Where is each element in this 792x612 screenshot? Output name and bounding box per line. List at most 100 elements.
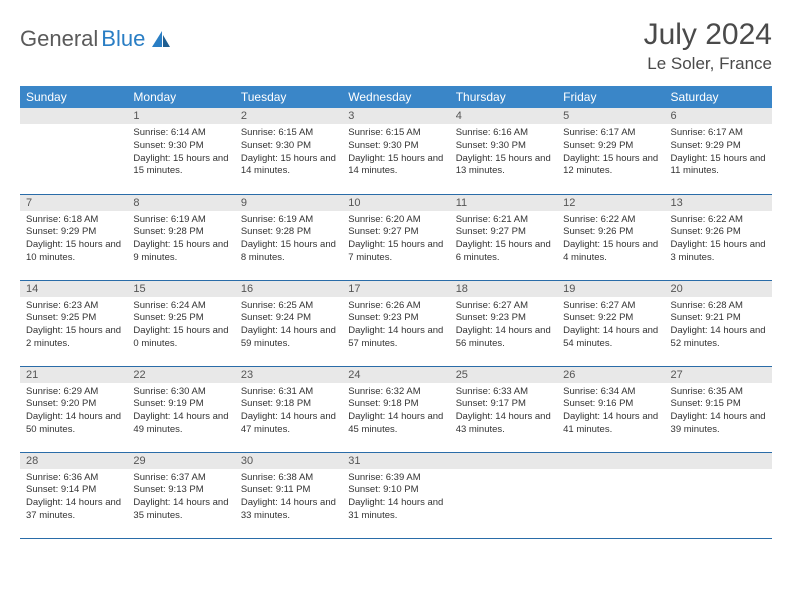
day-number: 27 xyxy=(665,367,772,383)
day-details: Sunrise: 6:24 AMSunset: 9:25 PMDaylight:… xyxy=(127,297,234,355)
day-details: Sunrise: 6:38 AMSunset: 9:11 PMDaylight:… xyxy=(235,469,342,527)
day-details: Sunrise: 6:34 AMSunset: 9:16 PMDaylight:… xyxy=(557,383,664,441)
day-number: 3 xyxy=(342,108,449,124)
day-details: Sunrise: 6:15 AMSunset: 9:30 PMDaylight:… xyxy=(342,124,449,182)
calendar-day-cell: 14Sunrise: 6:23 AMSunset: 9:25 PMDayligh… xyxy=(20,280,127,366)
calendar-day-cell: 25Sunrise: 6:33 AMSunset: 9:17 PMDayligh… xyxy=(450,366,557,452)
calendar-header-row: SundayMondayTuesdayWednesdayThursdayFrid… xyxy=(20,86,772,108)
day-number xyxy=(20,108,127,124)
logo: GeneralBlue xyxy=(20,18,172,52)
day-number: 9 xyxy=(235,195,342,211)
day-number: 21 xyxy=(20,367,127,383)
day-details: Sunrise: 6:36 AMSunset: 9:14 PMDaylight:… xyxy=(20,469,127,527)
day-details: Sunrise: 6:22 AMSunset: 9:26 PMDaylight:… xyxy=(557,211,664,269)
weekday-header: Thursday xyxy=(450,86,557,108)
logo-text-blue: Blue xyxy=(101,26,145,52)
day-details: Sunrise: 6:16 AMSunset: 9:30 PMDaylight:… xyxy=(450,124,557,182)
calendar-week-row: 1Sunrise: 6:14 AMSunset: 9:30 PMDaylight… xyxy=(20,108,772,194)
weekday-header: Saturday xyxy=(665,86,772,108)
location-text: Le Soler, France xyxy=(644,54,772,74)
day-details: Sunrise: 6:33 AMSunset: 9:17 PMDaylight:… xyxy=(450,383,557,441)
calendar-week-row: 7Sunrise: 6:18 AMSunset: 9:29 PMDaylight… xyxy=(20,194,772,280)
page-title: July 2024 xyxy=(644,18,772,52)
calendar-day-cell: 15Sunrise: 6:24 AMSunset: 9:25 PMDayligh… xyxy=(127,280,234,366)
calendar-day-cell: 20Sunrise: 6:28 AMSunset: 9:21 PMDayligh… xyxy=(665,280,772,366)
day-number: 17 xyxy=(342,281,449,297)
day-details: Sunrise: 6:26 AMSunset: 9:23 PMDaylight:… xyxy=(342,297,449,355)
day-number: 2 xyxy=(235,108,342,124)
logo-text-general: General xyxy=(20,26,98,52)
calendar-day-cell: 22Sunrise: 6:30 AMSunset: 9:19 PMDayligh… xyxy=(127,366,234,452)
calendar-day-cell: 21Sunrise: 6:29 AMSunset: 9:20 PMDayligh… xyxy=(20,366,127,452)
weekday-header: Monday xyxy=(127,86,234,108)
day-details: Sunrise: 6:23 AMSunset: 9:25 PMDaylight:… xyxy=(20,297,127,355)
calendar-day-cell: 7Sunrise: 6:18 AMSunset: 9:29 PMDaylight… xyxy=(20,194,127,280)
calendar-day-cell: 31Sunrise: 6:39 AMSunset: 9:10 PMDayligh… xyxy=(342,452,449,538)
header: GeneralBlue July 2024 Le Soler, France xyxy=(20,18,772,74)
day-number: 22 xyxy=(127,367,234,383)
calendar-day-cell: 30Sunrise: 6:38 AMSunset: 9:11 PMDayligh… xyxy=(235,452,342,538)
day-details: Sunrise: 6:39 AMSunset: 9:10 PMDaylight:… xyxy=(342,469,449,527)
day-details: Sunrise: 6:17 AMSunset: 9:29 PMDaylight:… xyxy=(665,124,772,182)
calendar-day-cell: 9Sunrise: 6:19 AMSunset: 9:28 PMDaylight… xyxy=(235,194,342,280)
day-number: 15 xyxy=(127,281,234,297)
calendar-day-cell: 24Sunrise: 6:32 AMSunset: 9:18 PMDayligh… xyxy=(342,366,449,452)
day-number xyxy=(665,453,772,469)
weekday-header: Friday xyxy=(557,86,664,108)
calendar-day-cell: 3Sunrise: 6:15 AMSunset: 9:30 PMDaylight… xyxy=(342,108,449,194)
calendar-day-cell: 16Sunrise: 6:25 AMSunset: 9:24 PMDayligh… xyxy=(235,280,342,366)
calendar-week-row: 21Sunrise: 6:29 AMSunset: 9:20 PMDayligh… xyxy=(20,366,772,452)
day-details: Sunrise: 6:20 AMSunset: 9:27 PMDaylight:… xyxy=(342,211,449,269)
day-details: Sunrise: 6:27 AMSunset: 9:22 PMDaylight:… xyxy=(557,297,664,355)
day-details: Sunrise: 6:15 AMSunset: 9:30 PMDaylight:… xyxy=(235,124,342,182)
calendar-table: SundayMondayTuesdayWednesdayThursdayFrid… xyxy=(20,86,772,539)
logo-sail-icon xyxy=(150,29,172,49)
calendar-day-cell: 26Sunrise: 6:34 AMSunset: 9:16 PMDayligh… xyxy=(557,366,664,452)
day-number: 31 xyxy=(342,453,449,469)
day-number: 24 xyxy=(342,367,449,383)
day-number: 23 xyxy=(235,367,342,383)
day-number: 11 xyxy=(450,195,557,211)
day-details: Sunrise: 6:21 AMSunset: 9:27 PMDaylight:… xyxy=(450,211,557,269)
day-details: Sunrise: 6:22 AMSunset: 9:26 PMDaylight:… xyxy=(665,211,772,269)
calendar-day-cell: 11Sunrise: 6:21 AMSunset: 9:27 PMDayligh… xyxy=(450,194,557,280)
calendar-day-cell: 1Sunrise: 6:14 AMSunset: 9:30 PMDaylight… xyxy=(127,108,234,194)
calendar-day-cell: 28Sunrise: 6:36 AMSunset: 9:14 PMDayligh… xyxy=(20,452,127,538)
day-details: Sunrise: 6:19 AMSunset: 9:28 PMDaylight:… xyxy=(127,211,234,269)
day-details: Sunrise: 6:37 AMSunset: 9:13 PMDaylight:… xyxy=(127,469,234,527)
day-details: Sunrise: 6:32 AMSunset: 9:18 PMDaylight:… xyxy=(342,383,449,441)
title-block: July 2024 Le Soler, France xyxy=(644,18,772,74)
day-details: Sunrise: 6:28 AMSunset: 9:21 PMDaylight:… xyxy=(665,297,772,355)
day-number: 26 xyxy=(557,367,664,383)
calendar-day-cell: 23Sunrise: 6:31 AMSunset: 9:18 PMDayligh… xyxy=(235,366,342,452)
calendar-day-cell: 27Sunrise: 6:35 AMSunset: 9:15 PMDayligh… xyxy=(665,366,772,452)
day-number: 8 xyxy=(127,195,234,211)
day-details: Sunrise: 6:29 AMSunset: 9:20 PMDaylight:… xyxy=(20,383,127,441)
calendar-day-cell: 6Sunrise: 6:17 AMSunset: 9:29 PMDaylight… xyxy=(665,108,772,194)
calendar-day-cell: 5Sunrise: 6:17 AMSunset: 9:29 PMDaylight… xyxy=(557,108,664,194)
day-number: 19 xyxy=(557,281,664,297)
calendar-day-cell: 8Sunrise: 6:19 AMSunset: 9:28 PMDaylight… xyxy=(127,194,234,280)
day-details: Sunrise: 6:25 AMSunset: 9:24 PMDaylight:… xyxy=(235,297,342,355)
day-details: Sunrise: 6:14 AMSunset: 9:30 PMDaylight:… xyxy=(127,124,234,182)
day-number: 4 xyxy=(450,108,557,124)
calendar-day-cell: 17Sunrise: 6:26 AMSunset: 9:23 PMDayligh… xyxy=(342,280,449,366)
day-number: 25 xyxy=(450,367,557,383)
day-details: Sunrise: 6:31 AMSunset: 9:18 PMDaylight:… xyxy=(235,383,342,441)
day-details: Sunrise: 6:35 AMSunset: 9:15 PMDaylight:… xyxy=(665,383,772,441)
calendar-day-cell xyxy=(450,452,557,538)
day-details: Sunrise: 6:19 AMSunset: 9:28 PMDaylight:… xyxy=(235,211,342,269)
calendar-day-cell: 18Sunrise: 6:27 AMSunset: 9:23 PMDayligh… xyxy=(450,280,557,366)
calendar-day-cell: 12Sunrise: 6:22 AMSunset: 9:26 PMDayligh… xyxy=(557,194,664,280)
calendar-day-cell xyxy=(20,108,127,194)
calendar-day-cell: 19Sunrise: 6:27 AMSunset: 9:22 PMDayligh… xyxy=(557,280,664,366)
day-number: 13 xyxy=(665,195,772,211)
day-number: 5 xyxy=(557,108,664,124)
calendar-day-cell xyxy=(665,452,772,538)
weekday-header: Tuesday xyxy=(235,86,342,108)
day-number: 16 xyxy=(235,281,342,297)
day-details: Sunrise: 6:18 AMSunset: 9:29 PMDaylight:… xyxy=(20,211,127,269)
day-number: 7 xyxy=(20,195,127,211)
day-details: Sunrise: 6:30 AMSunset: 9:19 PMDaylight:… xyxy=(127,383,234,441)
calendar-day-cell: 4Sunrise: 6:16 AMSunset: 9:30 PMDaylight… xyxy=(450,108,557,194)
